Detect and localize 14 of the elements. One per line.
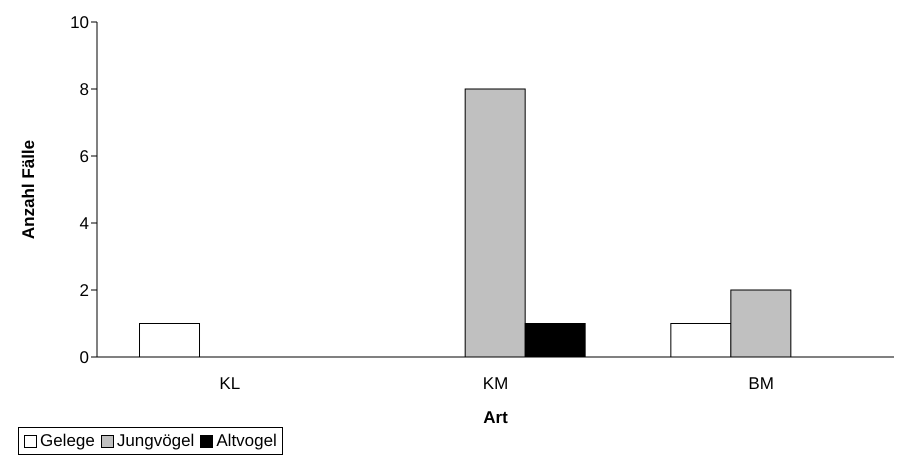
- y-tick-label: 4: [80, 214, 89, 234]
- legend-label: Gelege: [39, 431, 95, 451]
- legend-label: Jungvögel: [116, 431, 194, 451]
- y-axis-title: Anzahl Fälle: [19, 140, 38, 240]
- x-tick-label: KM: [482, 374, 508, 394]
- legend-label: Altvogel: [215, 431, 277, 451]
- y-tick-label: 0: [80, 348, 89, 368]
- x-tick-label: BM: [748, 374, 774, 394]
- y-tick-label: 6: [80, 147, 89, 166]
- y-tick-label: 10: [70, 13, 89, 32]
- y-tick-label: 2: [80, 281, 89, 300]
- y-tick-label: 8: [80, 80, 89, 100]
- x-tick-label: KL: [219, 374, 240, 394]
- x-axis-title: Art: [483, 408, 508, 427]
